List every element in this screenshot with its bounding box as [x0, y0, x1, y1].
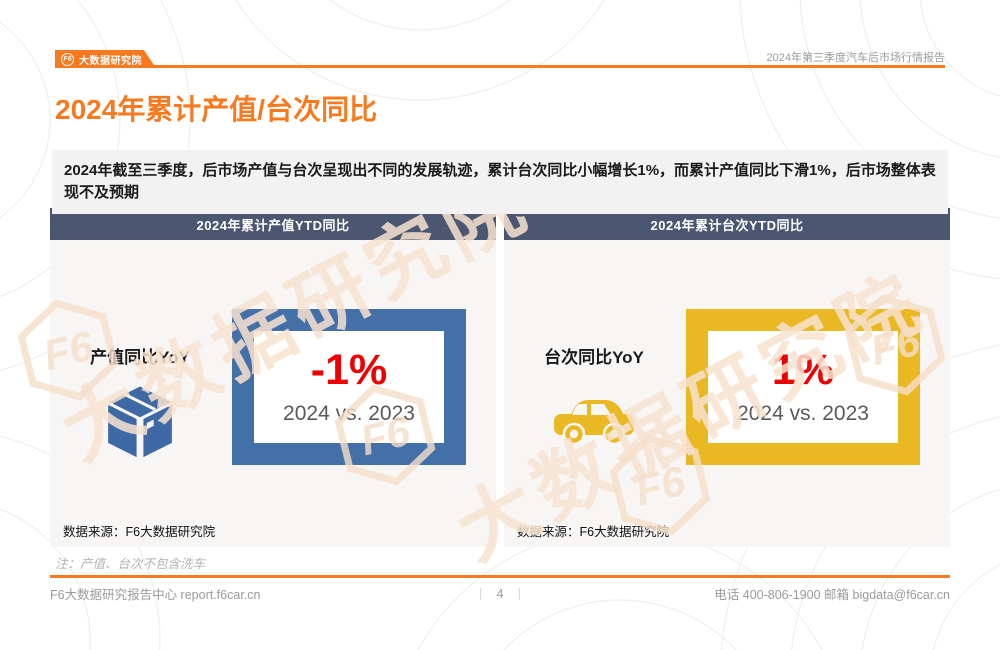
summary-box: 2024年截至三季度，后市场产值与台次呈现出不同的发展轨迹，累计台次同比小幅增长…	[52, 150, 948, 214]
page-number: 4	[496, 586, 504, 601]
footer-contact: 电话 400-806-1900 邮箱 bigdata@f6car.cn	[714, 588, 951, 602]
kpi-comparison-count: 2024 vs. 2023	[737, 401, 869, 425]
kpi-side-count: 台次同比YoY	[504, 343, 684, 450]
panel-vehicle-count-body: 台次同比YoY 1%	[504, 240, 950, 547]
page-number-block: 4	[479, 586, 521, 601]
kpi-box-output-value: -1% 2024 vs. 2023	[232, 309, 466, 465]
data-source-count: 数据来源：F6大数据研究院	[517, 525, 670, 539]
panel-vehicle-count: 2024年累计台次YTD同比 台次同比YoY	[504, 208, 950, 547]
kpi-value-output: -1%	[310, 345, 388, 394]
panel-output-value: 2024年累计产值YTD同比 产值同比YoY -1%	[50, 208, 496, 547]
report-title: 2024年第三季度汽车后市场行情报告	[766, 52, 945, 64]
pipe-divider	[479, 587, 481, 600]
kpi-box-vehicle-count: 1% 2024 vs. 2023	[686, 309, 920, 465]
panels-row: 2024年累计产值YTD同比 产值同比YoY -1%	[50, 208, 950, 547]
f6-logo-icon: F6	[61, 52, 74, 66]
kpi-label-output: 产值同比YoY	[90, 348, 190, 367]
kpi-value-count: 1%	[771, 345, 835, 394]
brand-name: 大数据研究院	[79, 55, 142, 67]
page-title: 2024年累计产值/台次同比	[55, 94, 378, 125]
car-icon	[554, 400, 634, 446]
panel-output-value-body: 产值同比YoY -1% 2024 vs. 2023	[50, 240, 496, 547]
footer-report-center: F6大数据研究报告中心 report.f6car.cn	[50, 588, 261, 602]
brand-badge: F6 大数据研究院	[55, 50, 156, 68]
kpi-side-output: 产值同比YoY	[50, 343, 230, 464]
data-source-output: 数据来源：F6大数据研究院	[63, 525, 216, 539]
kpi-label-count: 台次同比YoY	[544, 348, 644, 367]
footer: F6大数据研究报告中心 report.f6car.cn 4 电话 400-806…	[50, 584, 950, 603]
box-icon	[108, 386, 172, 458]
header-divider	[55, 65, 945, 68]
footnote: 注：产值、台次不包含洗车	[55, 557, 206, 571]
kpi-comparison-output: 2024 vs. 2023	[283, 401, 415, 425]
footer-divider	[50, 575, 950, 578]
